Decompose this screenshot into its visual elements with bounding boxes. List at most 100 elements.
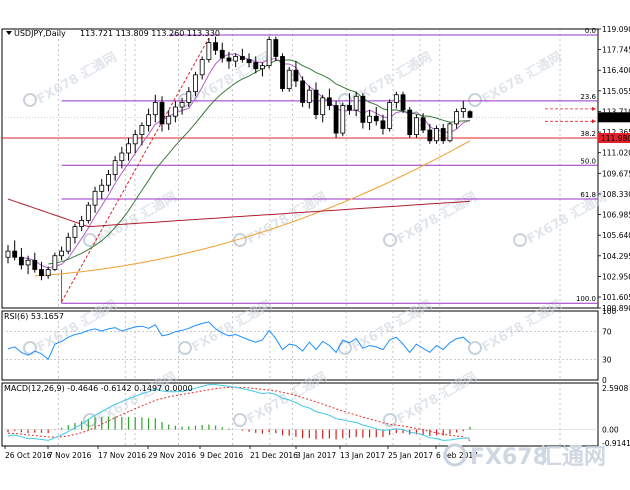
candle[interactable] <box>447 122 453 143</box>
candle[interactable] <box>400 91 406 114</box>
candle-body <box>373 115 379 122</box>
candle-body <box>246 59 252 63</box>
candle[interactable] <box>132 130 138 154</box>
candle-body <box>139 125 145 136</box>
candle[interactable] <box>25 255 31 275</box>
candle-body <box>193 74 198 93</box>
candle[interactable] <box>246 53 252 68</box>
candle[interactable] <box>112 156 118 181</box>
candle-body <box>206 42 212 60</box>
candle[interactable] <box>266 36 272 69</box>
candle[interactable] <box>206 38 212 63</box>
candle[interactable] <box>172 100 178 123</box>
price-tick-label: 109.675 <box>602 169 630 178</box>
candle[interactable] <box>5 244 11 264</box>
candle[interactable] <box>467 110 473 119</box>
candle[interactable] <box>260 62 265 77</box>
candle-body <box>186 91 192 103</box>
candle[interactable] <box>199 56 205 80</box>
candle[interactable] <box>152 94 158 123</box>
candle[interactable] <box>239 48 245 63</box>
candle[interactable] <box>333 100 339 138</box>
candle[interactable] <box>213 36 218 55</box>
ma-medium-line <box>48 59 471 265</box>
candle[interactable] <box>219 42 225 63</box>
candle[interactable] <box>45 266 51 279</box>
candle[interactable] <box>427 123 433 144</box>
candle[interactable] <box>387 99 393 132</box>
candle[interactable] <box>300 76 306 108</box>
candle[interactable] <box>380 114 386 135</box>
price-tick-label: 106.985 <box>602 211 630 220</box>
candle[interactable] <box>18 248 24 270</box>
candle[interactable] <box>353 91 359 117</box>
candle[interactable] <box>233 53 239 68</box>
candle[interactable] <box>179 97 185 115</box>
rsi-tick-label: 70 <box>602 328 612 337</box>
candle[interactable] <box>146 108 152 132</box>
support-price-box <box>598 132 630 143</box>
candle[interactable] <box>32 252 38 273</box>
candle[interactable] <box>59 246 64 261</box>
candle[interactable] <box>320 94 326 123</box>
candle[interactable] <box>139 122 145 146</box>
candle[interactable] <box>434 125 439 144</box>
candle[interactable] <box>186 87 192 108</box>
candle[interactable] <box>85 202 91 224</box>
candle[interactable] <box>12 240 18 261</box>
candle[interactable] <box>360 93 366 129</box>
candle[interactable] <box>253 56 259 74</box>
candle[interactable] <box>273 36 279 62</box>
price-tick-label: 112.365 <box>602 128 630 137</box>
brand-name-cn: 汇通网 <box>540 445 606 470</box>
candle-body <box>119 152 125 162</box>
candle-body <box>454 111 460 125</box>
candle[interactable] <box>454 108 460 129</box>
candle[interactable] <box>280 53 285 92</box>
candle[interactable] <box>79 215 85 232</box>
candle[interactable] <box>326 88 332 111</box>
candle[interactable] <box>119 146 125 169</box>
candle[interactable] <box>286 67 292 92</box>
candle[interactable] <box>440 123 446 144</box>
candle[interactable] <box>39 261 44 281</box>
candle[interactable] <box>347 93 352 115</box>
candle[interactable] <box>414 114 419 138</box>
candle[interactable] <box>226 51 232 69</box>
candle[interactable] <box>373 107 379 126</box>
collapse-triangle-icon[interactable] <box>6 31 12 35</box>
candle[interactable] <box>92 186 98 213</box>
candle[interactable] <box>193 71 198 97</box>
candle[interactable] <box>72 223 78 244</box>
candle[interactable] <box>306 85 312 109</box>
candle[interactable] <box>393 91 399 109</box>
candle[interactable] <box>460 100 466 118</box>
candle[interactable] <box>65 232 71 255</box>
candle-body <box>85 204 91 221</box>
candle[interactable] <box>166 110 172 131</box>
candle[interactable] <box>106 169 111 192</box>
candle-body <box>99 184 105 192</box>
candle-body <box>12 250 18 258</box>
candle[interactable] <box>340 102 346 137</box>
candle[interactable] <box>420 113 426 134</box>
date-label: 6 Feb 2017 <box>436 451 478 460</box>
watermark-logo-icon <box>513 233 527 247</box>
macd-tick-label: 2.5908 <box>602 384 628 393</box>
candle[interactable] <box>52 252 58 272</box>
candle-body <box>326 97 332 106</box>
current-price-box-label: 113.330 <box>601 113 630 122</box>
candle-body <box>367 115 372 123</box>
candle[interactable] <box>407 107 413 138</box>
candle[interactable] <box>99 179 105 200</box>
candle-body <box>72 226 78 238</box>
candle[interactable] <box>159 96 165 132</box>
candle[interactable] <box>126 137 131 161</box>
candle[interactable] <box>313 82 319 120</box>
candle[interactable] <box>293 61 299 88</box>
candle[interactable] <box>367 110 372 131</box>
candle-body <box>387 102 393 129</box>
price-tick-label: 104.295 <box>602 252 630 261</box>
